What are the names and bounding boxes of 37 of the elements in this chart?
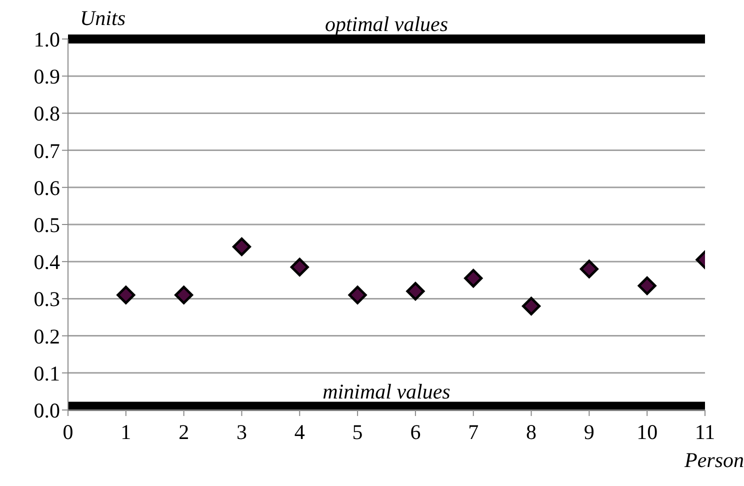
y-tick-label: 0.2 [34,324,60,348]
x-tick-label: 3 [236,420,247,444]
point [116,286,136,304]
point [580,260,598,278]
x-tick-label: 10 [636,420,658,444]
x-tick-label: 2 [178,420,190,444]
x-tick-label: 11 [694,420,716,444]
ref-line-label: minimal values [322,379,450,404]
point [290,258,309,276]
y-tick-label: 0.5 [34,212,60,237]
point [348,286,367,304]
y-tick-label: 0.3 [34,287,60,312]
y-tick-label: 0.7 [34,138,60,163]
y-tick-label: 0.9 [34,64,60,89]
x-tick-label: 5 [352,420,363,444]
y-tick-label: 1.0 [34,27,60,52]
x-tick-label: 6 [410,420,421,444]
ref-line-label: optimal values [324,12,448,36]
x-tick-label: 9 [584,420,594,444]
y-tick-label: 0.4 [34,250,60,274]
x-tick-label: 0 [62,420,74,444]
y-tick-label: 0.1 [34,361,60,386]
y-tick-label: 0.6 [34,176,60,200]
x-tick-label: 4 [294,420,306,444]
y-tick-label: 0.0 [34,398,60,422]
y-axis-title: Units [80,6,126,31]
point [464,269,483,288]
point [174,286,194,304]
point [522,296,541,316]
x-axis-title: Person [684,448,744,473]
x-tick-label: 7 [468,420,479,444]
point [406,282,425,301]
x-tick-label: 8 [526,420,537,444]
point [638,276,656,295]
y-tick-label: 0.8 [34,102,60,126]
x-tick-label: 1 [120,420,132,444]
point [232,238,251,256]
